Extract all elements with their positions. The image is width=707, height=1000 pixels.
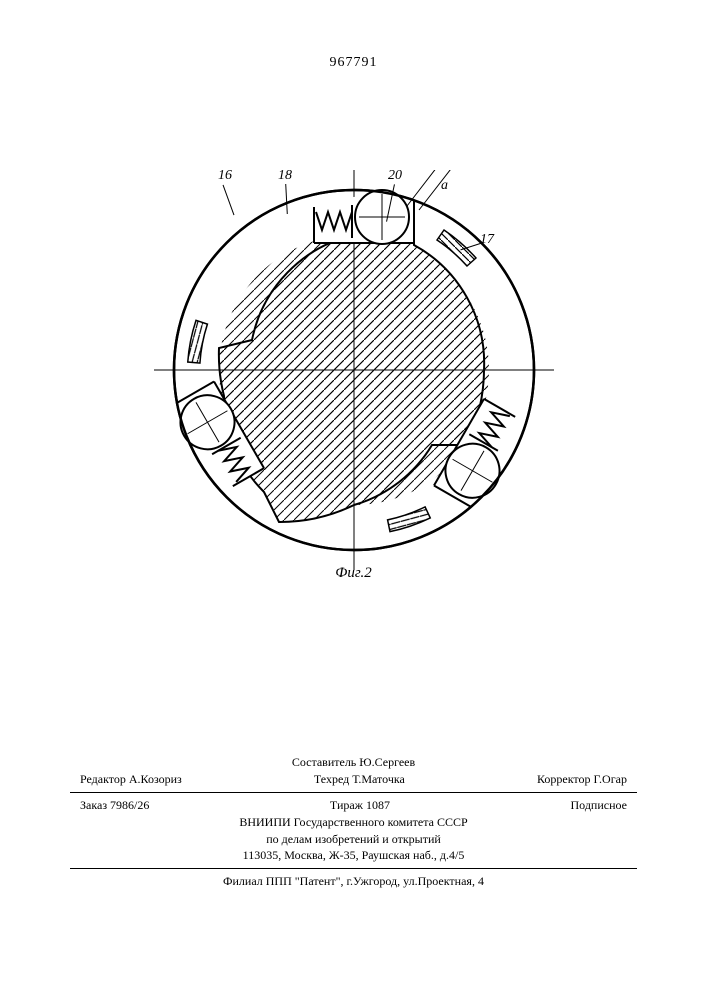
org-line-1: ВНИИПИ Государственного комитета СССР	[0, 814, 707, 831]
subscription: Подписное	[571, 797, 628, 814]
address-line: 113035, Москва, Ж-35, Раушская наб., д.4…	[0, 847, 707, 864]
order: Заказ 7986/26	[80, 797, 149, 814]
techred: Техред Т.Маточка	[314, 771, 405, 788]
divider-2	[70, 868, 637, 869]
compiler-line: Составитель Ю.Сергеев	[0, 754, 707, 771]
circulation: Тираж 1087	[330, 797, 390, 814]
ref-20: 20	[388, 168, 402, 184]
order-row: Заказ 7986/26 Тираж 1087 Подписное	[0, 797, 707, 814]
page-number: 967791	[330, 55, 378, 71]
ref-a: a	[441, 178, 448, 194]
org-line-2: по делам изобретений и открытий	[0, 831, 707, 848]
editor: Редактор А.Козориз	[80, 771, 182, 788]
ref-18: 18	[278, 168, 292, 184]
figure-diagram	[154, 170, 554, 570]
branch-line: Филиал ППП "Патент", г.Ужгород, ул.Проек…	[0, 873, 707, 890]
corrector: Корректор Г.Огар	[537, 771, 627, 788]
ref-17: 17	[480, 232, 494, 248]
divider-1	[70, 792, 637, 793]
figure-caption: Фиг.2	[335, 565, 371, 582]
footer-block: Составитель Ю.Сергеев Редактор А.Козориз…	[0, 754, 707, 890]
ref-16: 16	[218, 168, 232, 184]
credits-row: Редактор А.Козориз Техред Т.Маточка Корр…	[0, 771, 707, 788]
